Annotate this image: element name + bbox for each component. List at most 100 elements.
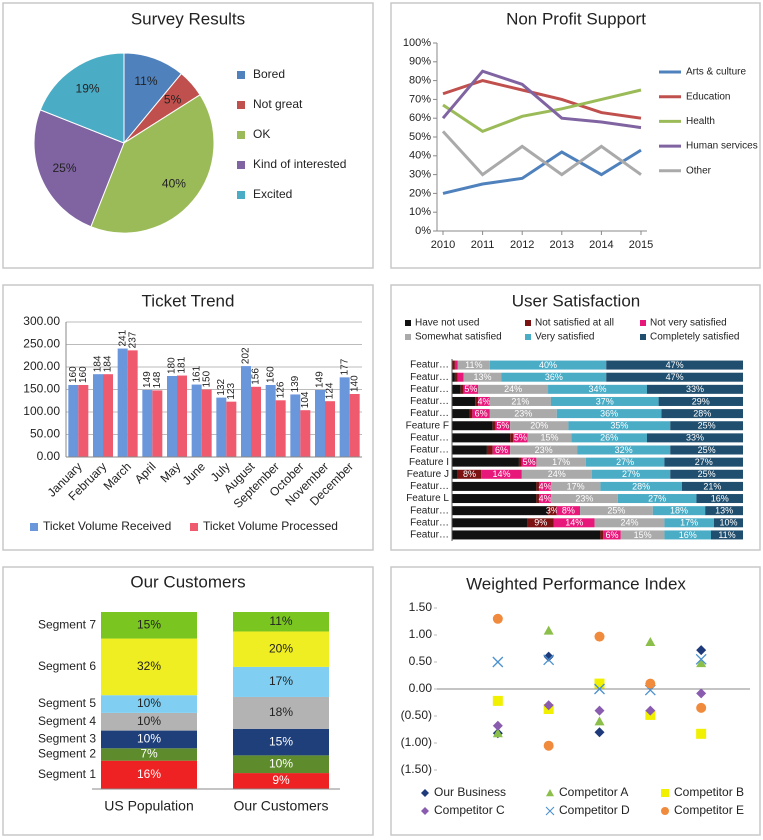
marker: [696, 702, 707, 713]
bar-segment: [571, 433, 647, 443]
bar: [275, 400, 286, 457]
bar-segment: [233, 728, 329, 756]
data-label: 29%: [692, 396, 710, 406]
bar-segment: [548, 384, 647, 394]
bar-segment: [550, 481, 601, 491]
legend-label: Bored: [253, 67, 285, 81]
data-label: 7%: [140, 747, 158, 761]
bar: [226, 401, 237, 457]
data-label: 6%: [495, 445, 508, 455]
legend-swatch: [661, 789, 669, 797]
bar-segment: [670, 445, 743, 455]
legend-swatch: [190, 523, 198, 531]
legend-label: Segment 3: [38, 732, 96, 746]
y-tick-label: Featur…: [410, 445, 449, 456]
data-label: 14%: [492, 469, 510, 479]
marker: [645, 678, 656, 689]
bar-segment: [585, 457, 665, 467]
bar-segment: [600, 481, 682, 491]
bar-segment: [492, 445, 511, 455]
data-label: 28%: [632, 481, 650, 491]
marker: [594, 716, 605, 726]
data-label: 27%: [622, 469, 640, 479]
data-label: 47%: [666, 372, 684, 382]
data-label: 33%: [686, 384, 704, 394]
bar-segment: [620, 530, 665, 540]
chart-title: Our Customers: [130, 572, 245, 591]
data-label: 104: [300, 391, 311, 408]
data-label: 10%: [719, 518, 737, 528]
marker: [594, 705, 605, 716]
y-tick-label: Featur…: [410, 517, 449, 528]
bar-segment: [510, 433, 514, 443]
bar-segment: [513, 433, 528, 443]
data-label: 10%: [137, 714, 161, 728]
bar-segment: [495, 421, 511, 431]
data-label: 9%: [534, 518, 547, 528]
chart-title: User Satisfaction: [512, 291, 641, 310]
data-label: 14%: [565, 518, 583, 528]
legend-label: Segment 1: [38, 767, 96, 781]
legend-swatch: [237, 101, 245, 109]
data-label: 18%: [269, 705, 293, 719]
legend-label: Excited: [253, 187, 292, 201]
y-tick-label: 1.00: [409, 627, 433, 641]
x-tick-label: 2014: [589, 239, 613, 251]
data-label: 126: [275, 381, 286, 398]
legend-swatch: [421, 789, 429, 797]
data-label: 24%: [504, 384, 522, 394]
y-tick-label: (1.00): [401, 735, 432, 749]
series-line: [441, 130, 642, 177]
y-tick-label: 40%: [409, 150, 431, 162]
y-tick-label: Featur…: [410, 408, 449, 419]
bar-segment: [539, 481, 551, 491]
data-label: 6%: [475, 408, 488, 418]
bar: [68, 385, 79, 457]
bar-segment: [646, 433, 743, 443]
bar-segment: [233, 666, 329, 697]
legend-swatch: [405, 334, 411, 340]
bar-segment: [452, 457, 519, 467]
data-label: 17%: [552, 457, 570, 467]
y-tick-label: 300.00: [23, 314, 60, 328]
bar: [127, 350, 138, 457]
bar: [142, 389, 153, 457]
data-label: 16%: [679, 530, 697, 540]
data-label: 37%: [596, 396, 614, 406]
legend-label: Segment 2: [38, 747, 96, 761]
legend-swatch: [661, 807, 669, 815]
marker: [492, 695, 503, 706]
legend-swatch: [640, 334, 646, 340]
x-tick-label: 2012: [510, 239, 534, 251]
data-label: 25%: [698, 445, 716, 455]
y-tick-label: Feature J: [407, 469, 449, 480]
legend-label: Arts & culture: [686, 67, 746, 78]
bar: [78, 385, 89, 457]
x-tick-label: 2013: [550, 239, 574, 251]
data-label: 32%: [615, 445, 633, 455]
bar-segment: [606, 360, 743, 370]
marker: [696, 658, 707, 668]
data-label: 17%: [567, 481, 585, 491]
data-label: 25%: [698, 469, 716, 479]
legend-swatch: [525, 334, 531, 340]
bar: [93, 374, 103, 457]
pie-slice: [33, 109, 125, 228]
marker: [543, 740, 554, 751]
bar-segment: [460, 384, 464, 394]
legend-label: Competitor A: [559, 785, 628, 799]
marker: [492, 613, 503, 624]
bar-segment: [457, 372, 464, 382]
bar-segment: [463, 372, 502, 382]
x-tick-label: Our Customers: [234, 798, 329, 814]
bar-segment: [568, 421, 671, 431]
marker: [543, 625, 554, 635]
data-label: 10%: [137, 732, 161, 746]
marker: [492, 720, 503, 731]
slice-label: 5%: [164, 92, 182, 106]
data-label: 5%: [514, 433, 527, 443]
data-label: 10%: [137, 696, 161, 710]
y-tick-label: Featur…: [410, 360, 449, 371]
slice-label: 40%: [162, 176, 186, 190]
